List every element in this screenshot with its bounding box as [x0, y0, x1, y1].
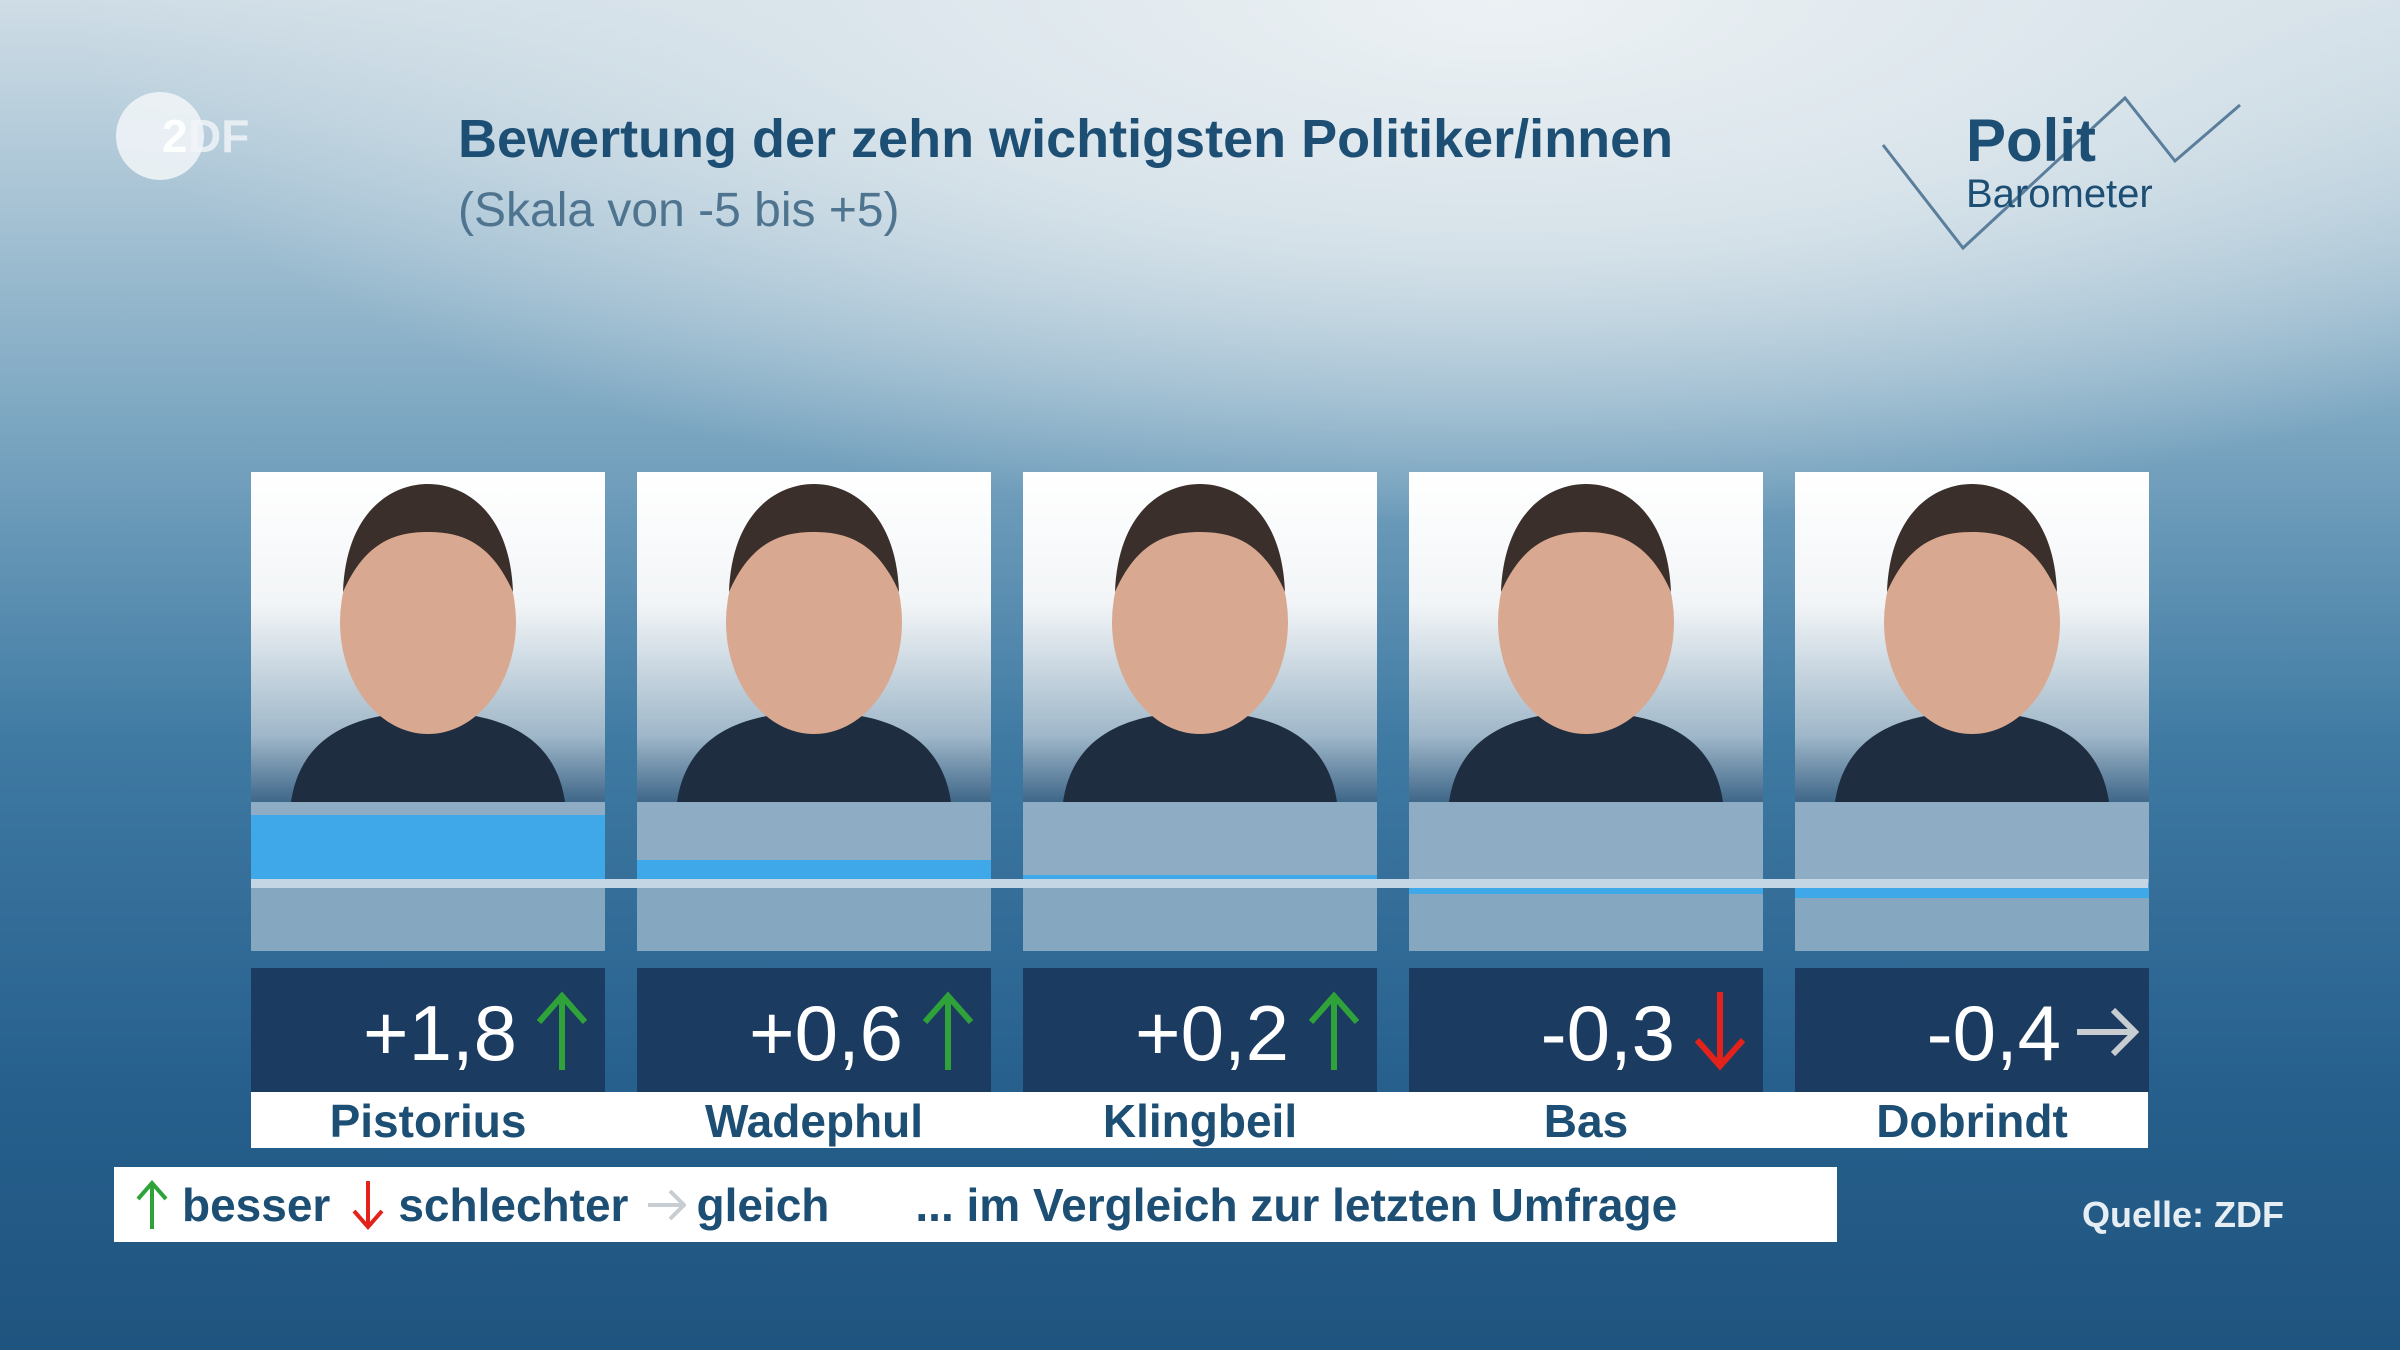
- trend-up-icon: [922, 991, 974, 1070]
- portrait-photo: [1023, 472, 1377, 802]
- bar-wadephul: [637, 860, 991, 883]
- value-box: +1,8: [251, 968, 605, 1092]
- portrait-photo: [637, 472, 991, 802]
- legend-down-label: schlechter: [398, 1178, 629, 1231]
- value-label: +1,8: [363, 989, 517, 1077]
- portrait-photo: [1409, 472, 1763, 802]
- politician-name: Pistorius: [329, 1095, 527, 1147]
- trend-up-icon: [536, 991, 588, 1070]
- person-silhouette-icon: [1449, 484, 1723, 802]
- trend-same-icon: [2077, 1007, 2139, 1057]
- politician-name: Wadephul: [704, 1095, 924, 1147]
- portrait-photo: [251, 472, 605, 802]
- value-box: -0,4: [1795, 968, 2149, 1092]
- trend-up-icon: [1308, 991, 1360, 1070]
- person-silhouette-icon: [291, 484, 565, 802]
- arrow-right-icon: [648, 1189, 687, 1220]
- bar-track-positive: [1409, 802, 1763, 883]
- person-silhouette-icon: [1063, 484, 1337, 802]
- value-box: +0,2: [1023, 968, 1377, 1092]
- source-label: Quelle: ZDF: [2082, 1194, 2285, 1235]
- legend: besser schlechter gleich ... im Vergleic…: [114, 1167, 1837, 1242]
- value-label: +0,6: [749, 989, 903, 1077]
- svg-text:Barometer: Barometer: [1966, 172, 2153, 216]
- arrow-down-icon: [352, 1180, 384, 1230]
- trend-down-icon: [1694, 992, 1746, 1071]
- legend-note: ... im Vergleich zur letzten Umfrage: [915, 1178, 1678, 1231]
- value-label: +0,2: [1135, 989, 1289, 1077]
- svg-text:Polit: Polit: [1966, 107, 2096, 174]
- person-silhouette-icon: [1835, 484, 2109, 802]
- legend-same-label: gleich: [696, 1178, 830, 1231]
- zero-line: [251, 879, 2148, 888]
- bar-bas: [1409, 883, 1763, 895]
- name-strip: [251, 1092, 2148, 1148]
- politician-name: Dobrindt: [1876, 1095, 2068, 1147]
- bar-track-positive: [1023, 802, 1377, 883]
- value-label: -0,4: [1926, 989, 2061, 1077]
- person-silhouette-icon: [677, 484, 951, 802]
- politbarometer-logo: Polit Barometer: [1881, 95, 2241, 251]
- bar-pistorius: [251, 814, 605, 883]
- arrow-up-icon: [136, 1179, 168, 1229]
- portrait-photo: [1795, 472, 2149, 802]
- politician-name: Klingbeil: [1102, 1095, 1298, 1147]
- zdf-logo: 2 DF: [116, 92, 249, 180]
- svg-text:2: 2: [162, 110, 188, 162]
- politician-name: Bas: [1543, 1095, 1629, 1147]
- bar-track-positive: [1795, 802, 2149, 883]
- value-box: -0,3: [1409, 968, 1763, 1092]
- value-label: -0,3: [1540, 989, 1675, 1077]
- svg-text:DF: DF: [188, 110, 249, 162]
- page-title: Bewertung der zehn wichtigsten Politiker…: [458, 109, 1674, 169]
- page-subtitle: (Skala von -5 bis +5): [458, 184, 900, 237]
- value-box: +0,6: [637, 968, 991, 1092]
- legend-up-label: besser: [182, 1178, 331, 1231]
